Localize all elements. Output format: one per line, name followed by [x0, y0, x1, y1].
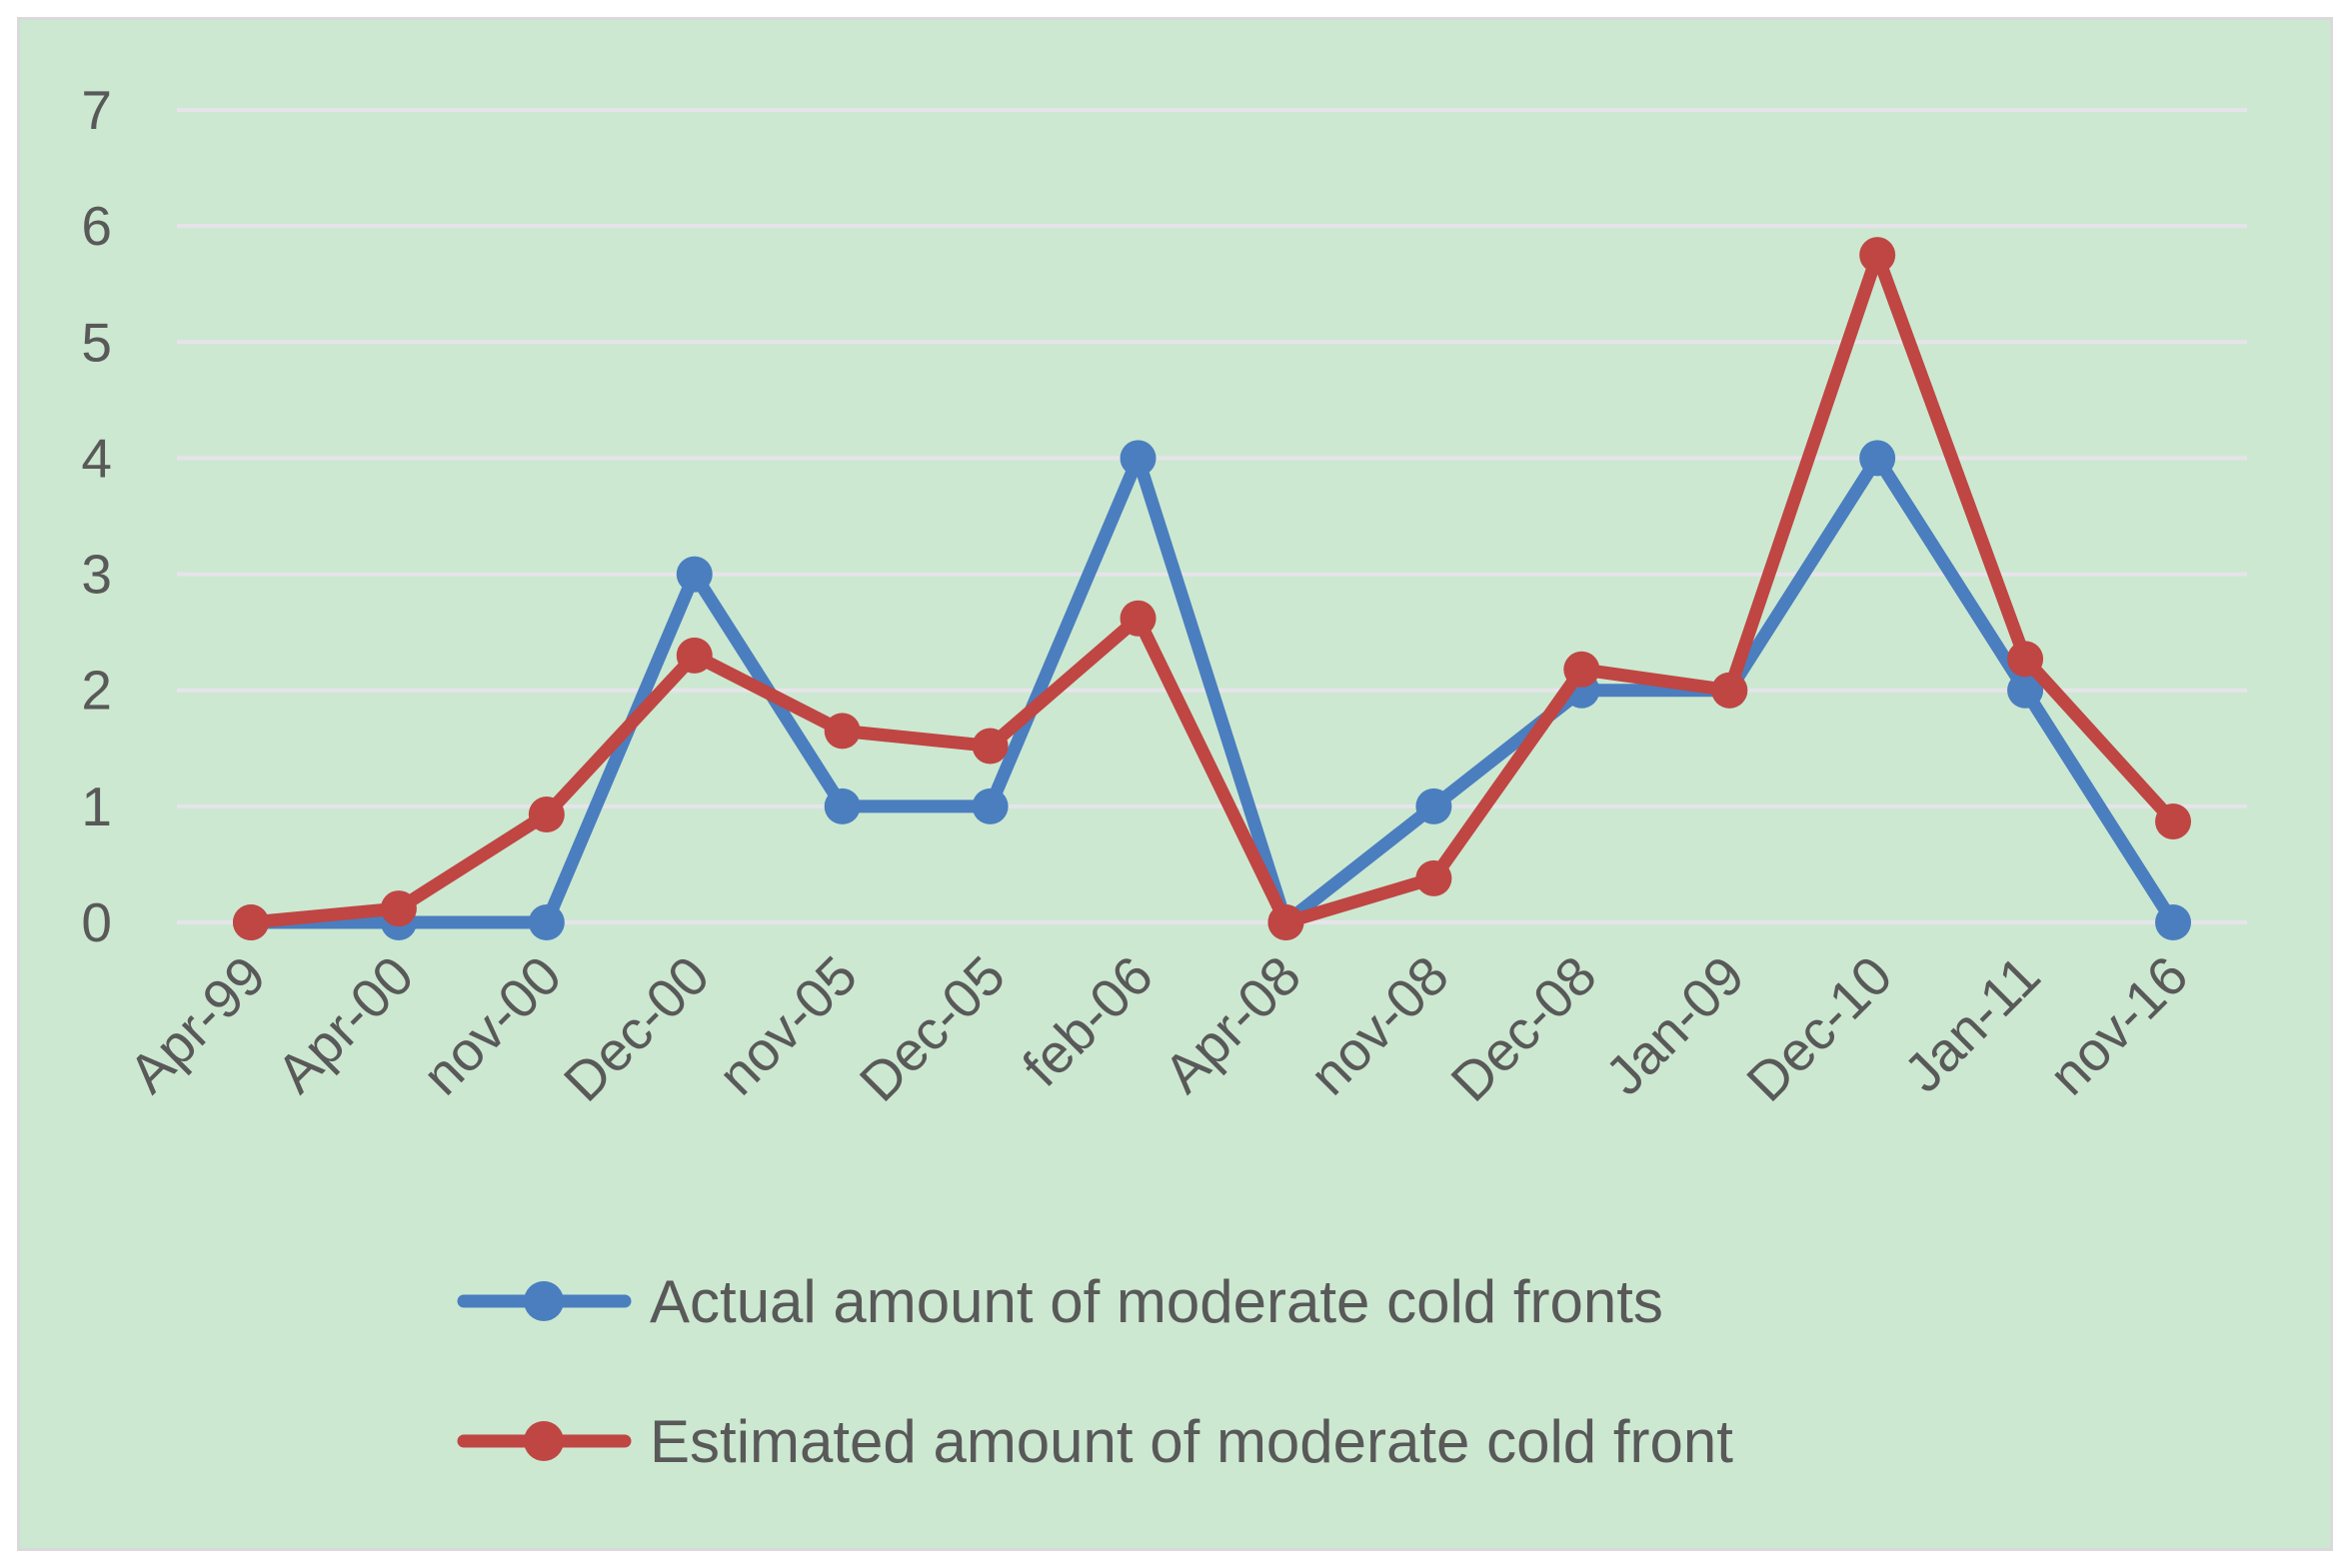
y-tick-label: 0	[81, 891, 112, 953]
data-point	[824, 787, 861, 824]
y-tick-label: 3	[81, 544, 112, 606]
data-point	[2007, 672, 2044, 709]
data-point	[676, 637, 713, 674]
series-line	[244, 248, 2180, 929]
legend: Actual amount of moderate cold fronts Est…	[457, 1268, 1733, 1475]
data-point	[1120, 440, 1157, 477]
data-point	[528, 795, 565, 832]
data-point	[2007, 641, 2044, 678]
data-point	[1267, 904, 1304, 940]
legend-marker	[524, 1421, 564, 1461]
series-estimated	[232, 237, 2192, 940]
data-point	[2155, 904, 2192, 940]
data-point	[1415, 859, 1452, 896]
y-tick-label: 1	[81, 776, 112, 837]
legend-item: Estimated amount of moderate cold front	[457, 1408, 1733, 1475]
data-point	[676, 556, 713, 593]
y-axis: 0 1 2 3 4 5 6 7	[81, 79, 112, 953]
series-lines	[232, 237, 2192, 940]
data-point	[1415, 787, 1452, 824]
data-point	[2155, 802, 2192, 839]
data-point	[1711, 672, 1748, 709]
legend-label: Actual amount of moderate cold fronts	[650, 1268, 1663, 1335]
data-point	[972, 728, 1009, 765]
y-tick-label: 7	[81, 79, 112, 141]
y-tick-label: 4	[81, 427, 112, 489]
y-tick-label: 2	[81, 660, 112, 722]
data-point	[824, 713, 861, 750]
chart-background	[20, 20, 2330, 1548]
data-point	[528, 904, 565, 940]
data-point	[232, 904, 269, 940]
series-line	[244, 451, 2180, 929]
y-tick-label: 6	[81, 195, 112, 257]
legend-item: Actual amount of moderate cold fronts	[457, 1268, 1663, 1335]
legend-marker	[524, 1281, 564, 1321]
data-point	[1859, 237, 1896, 274]
y-tick-label: 5	[81, 311, 112, 373]
data-point	[1120, 600, 1157, 637]
data-point	[1859, 440, 1896, 477]
legend-label: Estimated amount of moderate cold front	[650, 1408, 1733, 1475]
data-point	[380, 890, 417, 927]
data-point	[1563, 651, 1600, 688]
data-point	[972, 787, 1009, 824]
